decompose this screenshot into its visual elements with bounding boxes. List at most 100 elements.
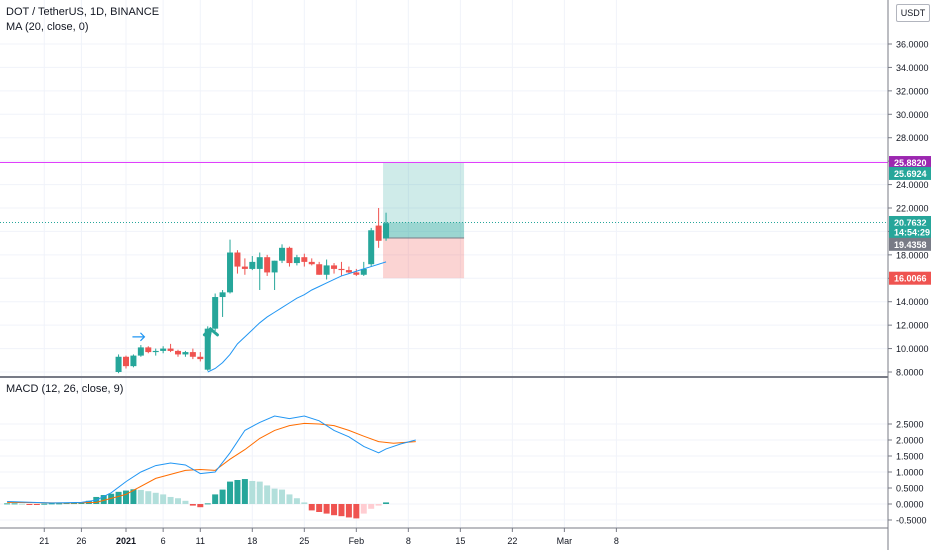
time-tick-label: 6 xyxy=(161,536,166,546)
price-axis: 36.000034.000032.000030.000028.000026.00… xyxy=(888,40,931,526)
candle-up xyxy=(227,252,234,293)
candle-up xyxy=(368,230,375,265)
price-label-bg xyxy=(889,156,931,170)
histogram-bar xyxy=(41,503,48,505)
histogram-bar xyxy=(375,504,382,506)
candle-up xyxy=(383,223,390,239)
stop-zone xyxy=(383,238,465,279)
price-tick-label: 32.0000 xyxy=(896,86,929,96)
histogram-bar xyxy=(145,491,152,504)
candle-down xyxy=(331,265,338,269)
histogram-bar xyxy=(308,504,315,511)
histogram-bar xyxy=(271,488,278,504)
histogram-bar xyxy=(26,504,33,505)
histogram-bar xyxy=(18,503,25,505)
candle-up xyxy=(256,257,263,269)
candle-down xyxy=(123,356,129,367)
macd-tick-label: 1.5000 xyxy=(896,452,924,462)
macd-legend: MACD (12, 26, close, 9) xyxy=(6,383,124,395)
histogram-bar xyxy=(316,504,323,512)
price-tick-label: 28.0000 xyxy=(896,133,929,143)
histogram-bar xyxy=(100,495,107,504)
candle-down xyxy=(301,257,308,262)
histogram-bar xyxy=(279,489,286,504)
histogram-bar xyxy=(212,494,219,504)
histogram-bar xyxy=(323,504,330,514)
candle-up xyxy=(360,268,367,275)
price-label: 25.8820 xyxy=(894,158,927,168)
candle-down xyxy=(145,347,152,353)
time-tick-label: 2021 xyxy=(116,536,136,546)
price-label: 25.6924 xyxy=(894,169,927,179)
candle-down xyxy=(353,272,360,275)
candles xyxy=(115,208,390,374)
price-label: 16.0066 xyxy=(894,274,927,284)
macd-line xyxy=(7,415,416,504)
candle-down xyxy=(338,268,345,271)
histogram-bar xyxy=(338,504,345,517)
gridlines xyxy=(0,0,888,528)
histogram-bar xyxy=(241,479,248,504)
candle-down xyxy=(264,257,271,273)
ma-line xyxy=(207,261,387,373)
candle-up xyxy=(160,348,167,351)
histogram-bar xyxy=(11,503,18,505)
price-tick-label: 14.0000 xyxy=(896,297,929,307)
price-label-bg xyxy=(889,271,931,285)
candle-down xyxy=(308,261,315,265)
histogram-bar xyxy=(286,494,293,504)
candle-up xyxy=(219,292,226,298)
histogram-bar xyxy=(353,504,360,519)
histogram-bar xyxy=(4,503,11,505)
histogram-bar xyxy=(189,504,196,506)
histogram-bar xyxy=(137,489,144,504)
macd-tick-label: 2.5000 xyxy=(896,420,924,430)
histogram-bar xyxy=(130,489,137,504)
candle-down xyxy=(286,247,293,264)
time-tick-label: 8 xyxy=(614,536,619,546)
candle-up xyxy=(182,352,189,355)
candle-down xyxy=(375,225,382,241)
currency-button[interactable]: USDT xyxy=(896,4,930,22)
price-label: 19.4358 xyxy=(894,240,927,250)
candle-up xyxy=(212,297,219,329)
histogram-bar xyxy=(204,503,211,505)
candle-up xyxy=(293,257,300,264)
histogram-bar xyxy=(234,480,241,504)
time-axis: 21 26 2021 6 11 18 25 Feb 8 15 22 Mar 8 xyxy=(39,528,619,546)
price-label: 20.7632 xyxy=(894,218,927,228)
price-label: 14:54:29 xyxy=(894,228,930,238)
candle-down xyxy=(241,266,248,269)
histogram-bar xyxy=(219,489,226,504)
macd-tick-label: 1.0000 xyxy=(896,468,924,478)
candle-up xyxy=(323,265,330,275)
price-tick-label: 30.0000 xyxy=(896,110,929,120)
price-tick-label: 12.0000 xyxy=(896,321,929,331)
histogram-bar xyxy=(70,503,77,505)
time-tick-label: 11 xyxy=(196,536,205,546)
macd-histogram xyxy=(4,479,390,519)
price-tick-label: 10.0000 xyxy=(896,344,929,354)
histogram-bar xyxy=(345,504,352,518)
candle-down xyxy=(234,252,241,267)
histogram-bar xyxy=(115,491,122,504)
candle-down xyxy=(197,356,204,360)
price-tick-label: 24.0000 xyxy=(896,180,929,190)
histogram-bar xyxy=(33,504,40,505)
symbol-legend: DOT / TetherUS, 1D, BINANCE xyxy=(6,6,160,18)
histogram-bar xyxy=(383,502,390,504)
histogram-bar xyxy=(197,504,204,508)
candle-up xyxy=(115,356,122,372)
time-tick-label: 26 xyxy=(76,536,86,546)
histogram-bar xyxy=(256,481,263,504)
price-tick-label: 34.0000 xyxy=(896,63,929,73)
price-tick-label: 18.0000 xyxy=(896,250,929,260)
histogram-bar xyxy=(182,500,189,504)
price-label-bg xyxy=(889,166,931,180)
time-tick-label: 22 xyxy=(507,536,517,546)
macd-tick-label: 2.0000 xyxy=(896,436,924,446)
macd-tick-label: 0.5000 xyxy=(896,484,924,494)
time-tick-label: 21 xyxy=(39,536,49,546)
price-tick-label: 22.0000 xyxy=(896,204,929,214)
